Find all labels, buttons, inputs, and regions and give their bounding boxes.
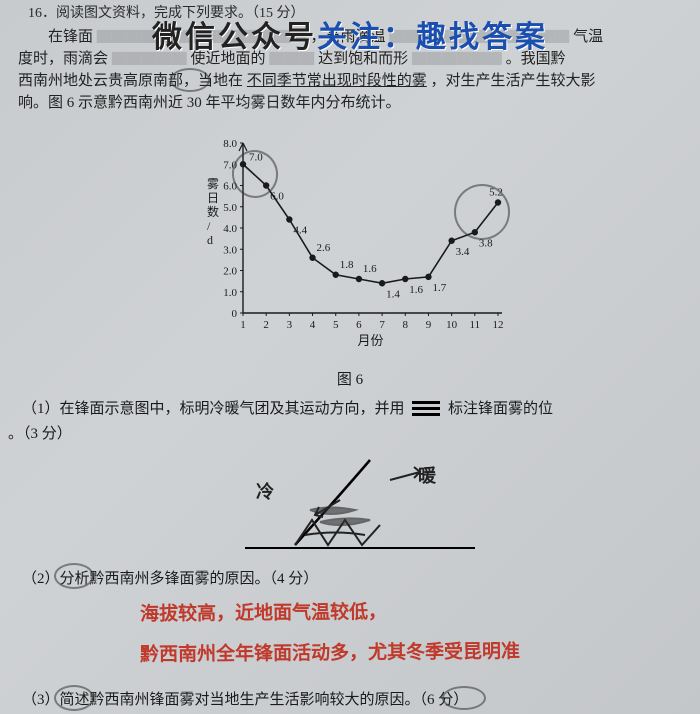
svg-text:日: 日 bbox=[207, 191, 219, 205]
svg-text:2.6: 2.6 bbox=[317, 242, 331, 254]
front-diagram bbox=[240, 450, 480, 560]
svg-text:雾: 雾 bbox=[207, 177, 219, 191]
watermark-char: 注 bbox=[350, 12, 383, 56]
question-1-cont: 。（3 分） bbox=[8, 422, 72, 443]
svg-text:3.0: 3.0 bbox=[223, 244, 237, 256]
para-text: ，对生产生活产生较大影 bbox=[431, 73, 596, 89]
watermark-char: 微信 bbox=[152, 12, 218, 56]
svg-text:7.0: 7.0 bbox=[249, 151, 263, 163]
chart-caption: 图 6 bbox=[0, 368, 700, 389]
svg-text:0: 0 bbox=[232, 308, 238, 320]
svg-text:9: 9 bbox=[426, 319, 432, 331]
watermark-char: 答 bbox=[482, 12, 515, 56]
question-3: （3）简述黔西南州锋面雾对当地生产生活影响较大的原因。（6 分） bbox=[22, 688, 468, 709]
svg-text:7.0: 7.0 bbox=[223, 159, 237, 171]
question-1: （1）在锋面示意图中，标明冷暖气团及其运动方向，并用 标注锋面雾的位 bbox=[22, 396, 680, 422]
svg-text:月份: 月份 bbox=[357, 333, 383, 348]
watermark-overlay: 微信公众号关注：趣找答案 bbox=[0, 12, 700, 56]
svg-text:11: 11 bbox=[470, 319, 481, 331]
svg-text:数: 数 bbox=[207, 204, 219, 219]
svg-text:6.0: 6.0 bbox=[223, 181, 237, 193]
svg-text:5.0: 5.0 bbox=[223, 202, 237, 214]
svg-text:1.7: 1.7 bbox=[432, 282, 446, 294]
svg-text:6: 6 bbox=[356, 319, 362, 331]
watermark-char: 案 bbox=[515, 12, 548, 56]
q1-text: （1）在锋面示意图中，标明冷暖气团及其运动方向，并用 bbox=[22, 401, 405, 417]
q1-text: 标注锋面雾的位 bbox=[448, 401, 553, 417]
svg-text:1.0: 1.0 bbox=[223, 287, 237, 299]
svg-text:10: 10 bbox=[446, 319, 458, 331]
svg-text:4.0: 4.0 bbox=[223, 223, 237, 235]
svg-text:/: / bbox=[207, 219, 211, 233]
svg-text:1.6: 1.6 bbox=[363, 263, 377, 275]
cold-label: 冷 bbox=[256, 478, 274, 504]
svg-text:3.8: 3.8 bbox=[479, 237, 493, 249]
svg-text:12: 12 bbox=[493, 319, 504, 331]
para-text: 西南州地处云贵高原南部，当地在 bbox=[18, 73, 243, 89]
question-2: （2）分析黔西南州多锋面雾的原因。（4 分） bbox=[22, 567, 318, 588]
hatch-symbol bbox=[412, 398, 440, 416]
watermark-char: 找 bbox=[449, 12, 482, 56]
svg-text:4.4: 4.4 bbox=[293, 225, 307, 237]
svg-text:1.6: 1.6 bbox=[409, 284, 423, 296]
watermark-char: 号 bbox=[284, 12, 317, 56]
watermark-char: 趣 bbox=[416, 12, 449, 56]
svg-text:3: 3 bbox=[287, 319, 293, 331]
svg-text:2.0: 2.0 bbox=[223, 266, 237, 278]
svg-text:4: 4 bbox=[310, 319, 316, 331]
svg-text:2: 2 bbox=[263, 319, 269, 331]
chart-svg: 01.02.03.04.05.06.07.08.0123456789101112… bbox=[197, 133, 509, 363]
underlined-phrase: 不同季节常出现时段性的雾 bbox=[247, 73, 427, 89]
watermark-char: 公 bbox=[218, 12, 251, 56]
warm-label: 暖 bbox=[418, 462, 436, 488]
svg-text:1.4: 1.4 bbox=[386, 288, 400, 300]
svg-text:7: 7 bbox=[379, 319, 385, 331]
svg-text:6.0: 6.0 bbox=[270, 191, 284, 203]
diagram-svg bbox=[240, 450, 480, 560]
watermark-char: ： bbox=[383, 12, 416, 56]
svg-text:8.0: 8.0 bbox=[223, 138, 237, 150]
hand-answer-1: 海拔较高，近地面气温较低， bbox=[140, 597, 387, 626]
svg-text:1: 1 bbox=[240, 319, 246, 331]
watermark-char: 关 bbox=[317, 12, 350, 56]
para-text: 响。图 6 示意黔西南州近 30 年平均雾日数年内分布统计。 bbox=[18, 95, 401, 111]
svg-text:8: 8 bbox=[403, 319, 409, 331]
svg-text:1.8: 1.8 bbox=[340, 259, 354, 271]
hand-answer-2: 黔西南州全年锋面活动多，尤其冬季受昆明准 bbox=[140, 636, 520, 666]
svg-text:3.4: 3.4 bbox=[456, 246, 470, 258]
svg-text:5: 5 bbox=[333, 319, 339, 331]
watermark-char: 众 bbox=[251, 12, 284, 56]
svg-text:d: d bbox=[207, 233, 213, 247]
fog-days-chart: 01.02.03.04.05.06.07.08.0123456789101112… bbox=[197, 133, 509, 363]
svg-text:5.2: 5.2 bbox=[489, 187, 503, 199]
